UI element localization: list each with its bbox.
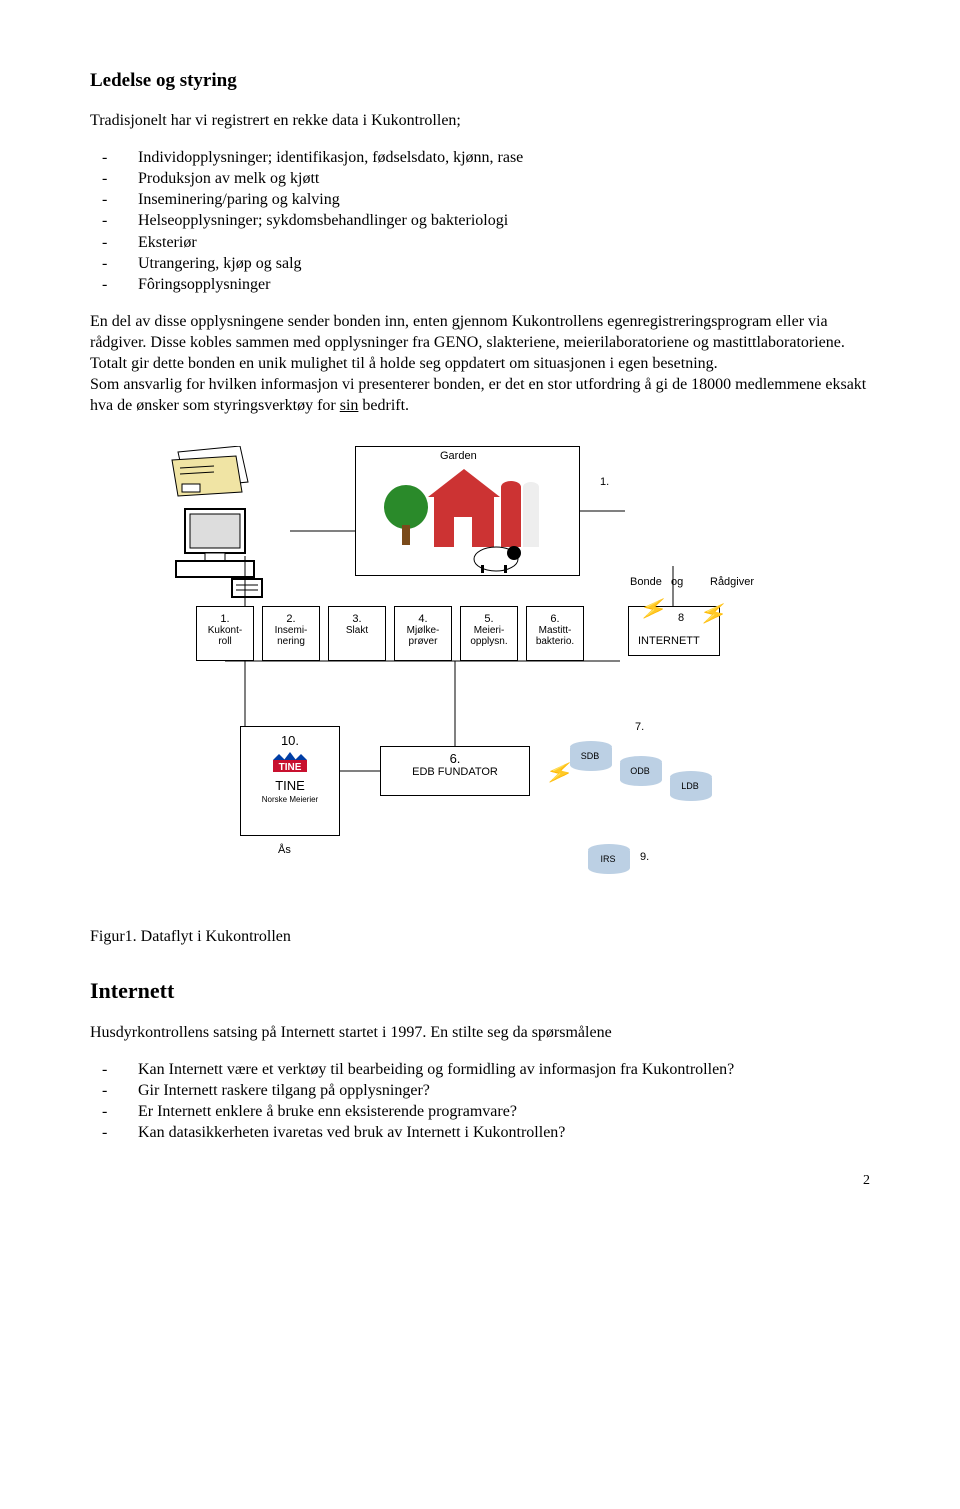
list-item: Produksjon av melk og kjøtt	[90, 168, 870, 189]
num-7: 7.	[635, 721, 644, 733]
list-item: Eksteriør	[90, 232, 870, 253]
num-8: 8	[678, 612, 684, 624]
underline-sin: sin	[340, 397, 359, 414]
svg-text:TINE: TINE	[279, 762, 302, 773]
db-odb: ODB	[620, 756, 660, 786]
list-item: Gir Internett raskere tilgang på opplysn…	[90, 1080, 870, 1101]
intro-para-2: Husdyrkontrollens satsing på Internett s…	[90, 1022, 870, 1043]
db-sdb: SDB	[570, 741, 610, 771]
page-number: 2	[90, 1173, 870, 1189]
bullet-list-1: Individopplysninger; identifikasjon, fød…	[90, 147, 870, 295]
db-ldb: LDB	[670, 771, 710, 801]
list-item: Helseopplysninger; sykdomsbehandlinger o…	[90, 210, 870, 231]
list-item: Inseminering/paring og kalving	[90, 189, 870, 210]
list-item: Er Internett enklere å bruke enn eksiste…	[90, 1101, 870, 1122]
tine-box: 10. TINE TINE Norske Meierier	[240, 726, 340, 836]
box-meieriopplysn: 5.Meieri-opplysn.	[460, 606, 518, 661]
db-irs: IRS	[588, 844, 628, 874]
para-text: bedrift.	[358, 397, 409, 414]
garden-box	[355, 446, 580, 576]
box-kukontroll: 1.Kukont-roll	[196, 606, 254, 661]
edb-box: 6. EDB FUNDATOR	[380, 746, 530, 796]
num-9: 9.	[640, 851, 649, 863]
para-text: En del av disse opplysningene sender bon…	[90, 313, 845, 372]
farm-icon	[356, 447, 579, 575]
bullet-list-2: Kan Internett være et verktøy til bearbe…	[90, 1059, 870, 1143]
intro-para: Tradisjonelt har vi registrert en rekke …	[90, 110, 870, 131]
internet-label: INTERNETT	[638, 635, 700, 647]
para-text: Som ansvarlig for hvilken informasjon vi…	[90, 376, 866, 414]
dataflow-diagram: Garden 1. Bonde og Rådgiver 1.Kukont-rol…	[170, 446, 790, 906]
heading-ledelse: Ledelse og styring	[90, 70, 870, 92]
box-mastittbakterio: 6.Mastitt-bakterio.	[526, 606, 584, 661]
box-mjolkeprover: 4.Mjølke-prøver	[394, 606, 452, 661]
figure-caption: Figur1. Dataflyt i Kukontrollen	[90, 926, 870, 947]
radgiver-label: Rådgiver	[710, 576, 754, 588]
tine-logo-icon: TINE	[265, 750, 315, 774]
num-1: 1.	[600, 476, 609, 488]
list-item: Individopplysninger; identifikasjon, fød…	[90, 147, 870, 168]
list-item: Kan datasikkerheten ivaretas ved bruk av…	[90, 1122, 870, 1143]
list-item: Utrangering, kjøp og salg	[90, 253, 870, 274]
as-label: Ås	[278, 844, 291, 856]
body-para-1: En del av disse opplysningene sender bon…	[90, 311, 870, 417]
list-item: Kan Internett være et verktøy til bearbe…	[90, 1059, 870, 1080]
heading-internett: Internett	[90, 978, 870, 1004]
box-inseminering: 2.Insemi-nering	[262, 606, 320, 661]
list-item: Fôringsopplysninger	[90, 274, 870, 295]
box-slakt: 3.Slakt	[328, 606, 386, 661]
garden-label: Garden	[440, 450, 477, 462]
bonde-label: Bonde og	[630, 576, 683, 588]
